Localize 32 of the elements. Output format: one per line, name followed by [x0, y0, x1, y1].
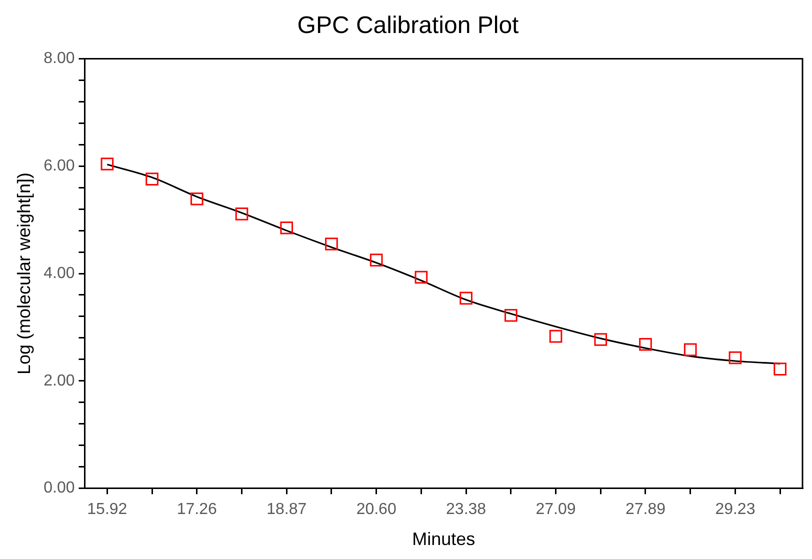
point [100, 158, 114, 170]
y-tick-label: 4.00 [44, 264, 75, 282]
point [728, 351, 742, 364]
point [370, 254, 383, 266]
point [190, 192, 204, 206]
point [684, 343, 697, 356]
y-tick-label: 0.00 [44, 480, 75, 497]
x-tick-label: 15.92 [87, 501, 128, 518]
y-tick-label: 6.00 [44, 158, 75, 175]
point [774, 362, 786, 376]
chart-title: GPC Calibration Plot [297, 12, 520, 40]
x-tick-label: 20.60 [356, 501, 396, 518]
point [460, 292, 472, 305]
x-tick-label: 27.09 [536, 501, 576, 518]
x-tick-label: 27.89 [625, 501, 666, 518]
y-tick-label: 8.00 [44, 50, 75, 68]
point [235, 208, 248, 220]
x-tick-label: 29.23 [715, 501, 756, 518]
point [639, 338, 652, 351]
point [325, 238, 338, 250]
point [549, 330, 562, 343]
point [280, 221, 294, 234]
x-tick-label: 17.26 [176, 501, 218, 518]
point [504, 308, 518, 322]
y-axis-title: Log (molecular weight[n]) [14, 172, 34, 375]
point [146, 172, 158, 186]
point [594, 333, 608, 346]
x-tick-label: 23.38 [446, 501, 486, 518]
y-tick-label: 2.00 [44, 372, 75, 390]
x-tick-label: 18.87 [266, 501, 307, 518]
x-axis-title: Minutes [412, 529, 476, 550]
point [414, 270, 428, 284]
